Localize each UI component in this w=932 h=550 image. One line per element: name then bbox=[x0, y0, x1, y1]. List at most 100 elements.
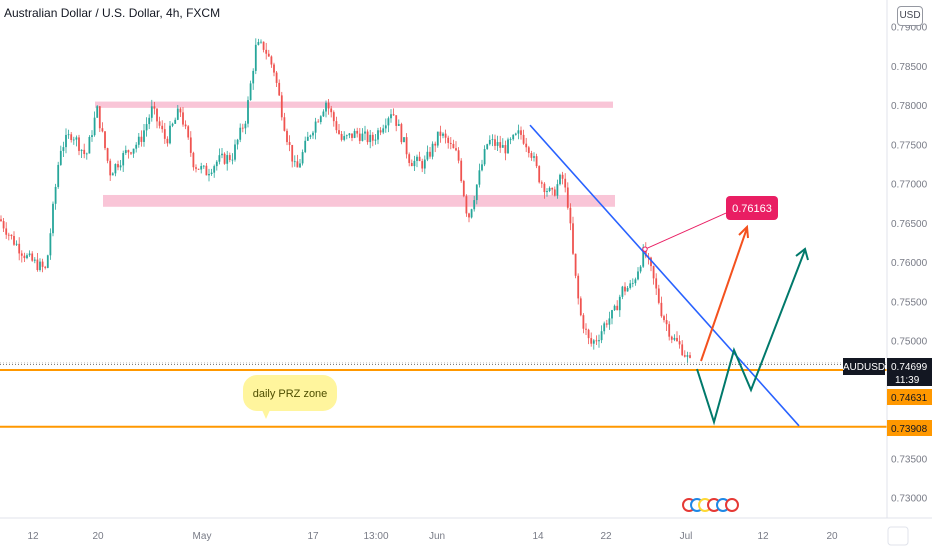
candle-body bbox=[335, 121, 338, 131]
currency-button[interactable]: USD bbox=[897, 6, 923, 26]
candle-body bbox=[213, 166, 216, 173]
candle-body bbox=[140, 136, 143, 142]
candle-body bbox=[439, 131, 442, 136]
candle-body bbox=[618, 296, 621, 311]
candle-body bbox=[262, 41, 265, 50]
bullish-arrow-red bbox=[700, 227, 748, 362]
candle-body bbox=[585, 328, 587, 330]
x-tick-label: 12 bbox=[27, 531, 39, 542]
candle-body bbox=[514, 133, 517, 135]
y-tick-label: 0.73000 bbox=[891, 494, 928, 505]
candle-body bbox=[465, 196, 468, 214]
symbol-tag-bg bbox=[843, 358, 885, 375]
candle-body bbox=[62, 147, 65, 151]
candle-body bbox=[663, 316, 665, 321]
candle-body bbox=[150, 106, 153, 118]
candle-body bbox=[70, 134, 73, 140]
candle-body bbox=[85, 153, 88, 155]
candle-body bbox=[421, 161, 424, 169]
candle-body bbox=[442, 133, 444, 136]
candle-body bbox=[683, 355, 686, 357]
candle-body bbox=[429, 151, 431, 157]
candle-body bbox=[356, 130, 359, 134]
candle-body bbox=[28, 253, 31, 256]
candle-body bbox=[41, 261, 44, 267]
candle-body bbox=[13, 235, 15, 245]
candle-body bbox=[132, 148, 135, 154]
candle-body bbox=[405, 137, 408, 155]
candle-body bbox=[434, 143, 437, 146]
candle-body bbox=[535, 156, 538, 167]
przone-callout-tail bbox=[262, 410, 270, 419]
chart-title: Australian Dollar / U.S. Dollar, 4h, FXC… bbox=[4, 6, 221, 20]
candle-body bbox=[431, 143, 434, 157]
candle-body bbox=[382, 128, 385, 133]
settings-gear-icon bbox=[887, 526, 909, 546]
candle-body bbox=[358, 133, 361, 141]
bullish-arrowhead-red bbox=[738, 224, 749, 239]
target-price-box bbox=[726, 196, 778, 220]
candle-body bbox=[447, 137, 450, 143]
candle-body bbox=[348, 133, 351, 136]
candle-body bbox=[579, 298, 582, 316]
candle-body bbox=[174, 119, 177, 124]
candle-body bbox=[569, 207, 572, 224]
candle-body bbox=[15, 243, 18, 245]
candle-body bbox=[525, 143, 528, 148]
candle-body bbox=[72, 139, 75, 141]
candle-body bbox=[247, 100, 249, 124]
candle-body bbox=[109, 160, 112, 176]
candle-body bbox=[244, 123, 247, 129]
candle-body bbox=[657, 288, 660, 303]
candle-body bbox=[273, 64, 275, 73]
candle-body bbox=[423, 159, 426, 169]
candle-body bbox=[410, 162, 413, 167]
candle-body bbox=[309, 135, 312, 137]
candle-body bbox=[494, 139, 496, 146]
candle-body bbox=[98, 106, 101, 129]
candle-body bbox=[384, 125, 387, 129]
candle-body bbox=[507, 139, 509, 154]
candle-body bbox=[650, 257, 652, 267]
x-tick-label: Jun bbox=[429, 531, 445, 542]
candle-body bbox=[418, 156, 421, 162]
candle-body bbox=[215, 161, 218, 167]
y-tick-label: 0.77500 bbox=[891, 140, 928, 151]
candle-body bbox=[543, 183, 546, 193]
candle-body bbox=[111, 173, 114, 176]
candle-body bbox=[689, 355, 691, 358]
candle-body bbox=[449, 142, 452, 144]
support-zone bbox=[103, 194, 615, 207]
candle-body bbox=[522, 134, 525, 144]
candle-body bbox=[301, 152, 304, 164]
candle-body bbox=[223, 153, 226, 164]
candle-body bbox=[234, 144, 236, 160]
candle-body bbox=[57, 164, 60, 187]
candle-body bbox=[182, 112, 184, 125]
candle-body bbox=[20, 253, 23, 256]
candle-body bbox=[387, 118, 390, 126]
candle-body bbox=[26, 255, 28, 259]
candle-body bbox=[574, 253, 577, 276]
y-tick-label: 0.76000 bbox=[891, 258, 928, 269]
economic-event-icon bbox=[725, 498, 739, 512]
candle-body bbox=[592, 340, 595, 344]
candle-body bbox=[158, 121, 161, 126]
candle-body bbox=[444, 133, 447, 138]
candle-body bbox=[504, 145, 507, 154]
candle-body bbox=[345, 135, 348, 137]
y-tick-label: 0.79000 bbox=[891, 23, 928, 34]
candle-body bbox=[239, 127, 242, 140]
candle-body bbox=[327, 102, 330, 109]
candle-body bbox=[468, 213, 470, 218]
candle-body bbox=[280, 95, 283, 118]
candle-body bbox=[153, 106, 156, 109]
candle-body bbox=[520, 130, 522, 135]
candle-body bbox=[681, 344, 684, 356]
candle-body bbox=[101, 128, 104, 132]
candle-body bbox=[408, 154, 411, 163]
x-tick-label: 22 bbox=[600, 531, 612, 542]
candle-body bbox=[551, 187, 554, 190]
candle-body bbox=[137, 136, 140, 145]
